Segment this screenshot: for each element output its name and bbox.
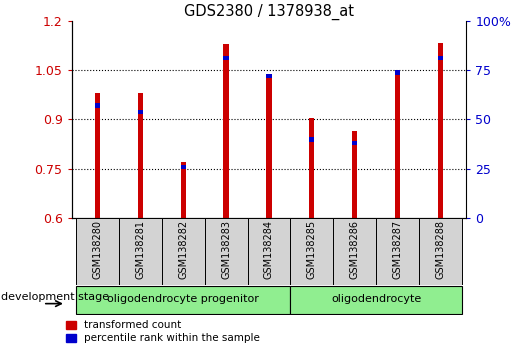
Bar [352,131,357,218]
Bar [138,110,143,114]
Bar [310,118,314,218]
Bar [138,93,143,218]
FancyBboxPatch shape [333,218,376,285]
FancyBboxPatch shape [76,218,119,285]
Text: oligodendrocyte: oligodendrocyte [331,295,421,304]
Text: development stage: development stage [2,292,110,302]
Bar [95,103,100,108]
Bar [395,70,400,75]
FancyBboxPatch shape [290,286,462,314]
Bar [95,93,100,218]
Bar [267,74,271,218]
FancyBboxPatch shape [376,218,419,285]
Bar [395,70,400,218]
Bar [267,74,271,78]
Legend: transformed count, percentile rank within the sample: transformed count, percentile rank withi… [66,320,260,343]
Text: GSM138282: GSM138282 [178,220,188,279]
Bar [352,141,357,145]
FancyBboxPatch shape [162,218,205,285]
FancyBboxPatch shape [76,286,290,314]
FancyBboxPatch shape [119,218,162,285]
Text: GSM138284: GSM138284 [264,220,274,279]
Bar [181,162,186,218]
Text: GSM138286: GSM138286 [350,220,360,279]
Bar [224,44,228,218]
FancyBboxPatch shape [205,218,248,285]
Text: GSM138280: GSM138280 [92,220,102,279]
Title: GDS2380 / 1378938_at: GDS2380 / 1378938_at [184,4,354,20]
Text: GSM138281: GSM138281 [135,220,145,279]
FancyBboxPatch shape [419,218,462,285]
Bar [310,137,314,142]
Text: GSM138287: GSM138287 [393,220,403,279]
Text: GSM138285: GSM138285 [307,220,317,279]
FancyBboxPatch shape [290,218,333,285]
Text: oligodendrocyte progenitor: oligodendrocyte progenitor [107,295,259,304]
Bar [224,56,228,60]
Bar [181,165,186,169]
Bar [438,56,443,60]
Text: GSM138288: GSM138288 [436,220,446,279]
Text: GSM138283: GSM138283 [221,220,231,279]
FancyBboxPatch shape [248,218,290,285]
Bar [438,42,443,218]
